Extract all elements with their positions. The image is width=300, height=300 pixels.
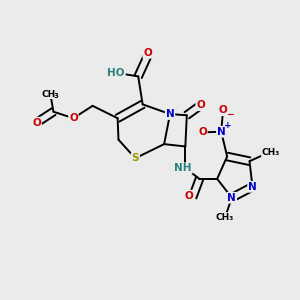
Text: CH₃: CH₃ xyxy=(216,213,234,222)
Text: NH: NH xyxy=(174,163,192,173)
Text: −: − xyxy=(226,110,234,119)
Text: O: O xyxy=(219,105,227,115)
Text: CH₃: CH₃ xyxy=(262,148,280,158)
Text: O: O xyxy=(185,190,194,201)
Text: N: N xyxy=(248,182,257,192)
Text: CH: CH xyxy=(41,90,56,99)
Text: S: S xyxy=(131,153,139,163)
Text: N: N xyxy=(217,127,226,137)
Text: N: N xyxy=(166,109,174,119)
Text: +: + xyxy=(224,122,232,130)
Text: O: O xyxy=(32,118,41,128)
Text: 3: 3 xyxy=(53,93,58,99)
Text: HO: HO xyxy=(107,68,125,78)
Text: O: O xyxy=(69,113,78,123)
Text: N: N xyxy=(227,193,236,203)
Text: O: O xyxy=(198,127,207,137)
Text: O: O xyxy=(143,48,152,58)
Text: O: O xyxy=(196,100,205,110)
